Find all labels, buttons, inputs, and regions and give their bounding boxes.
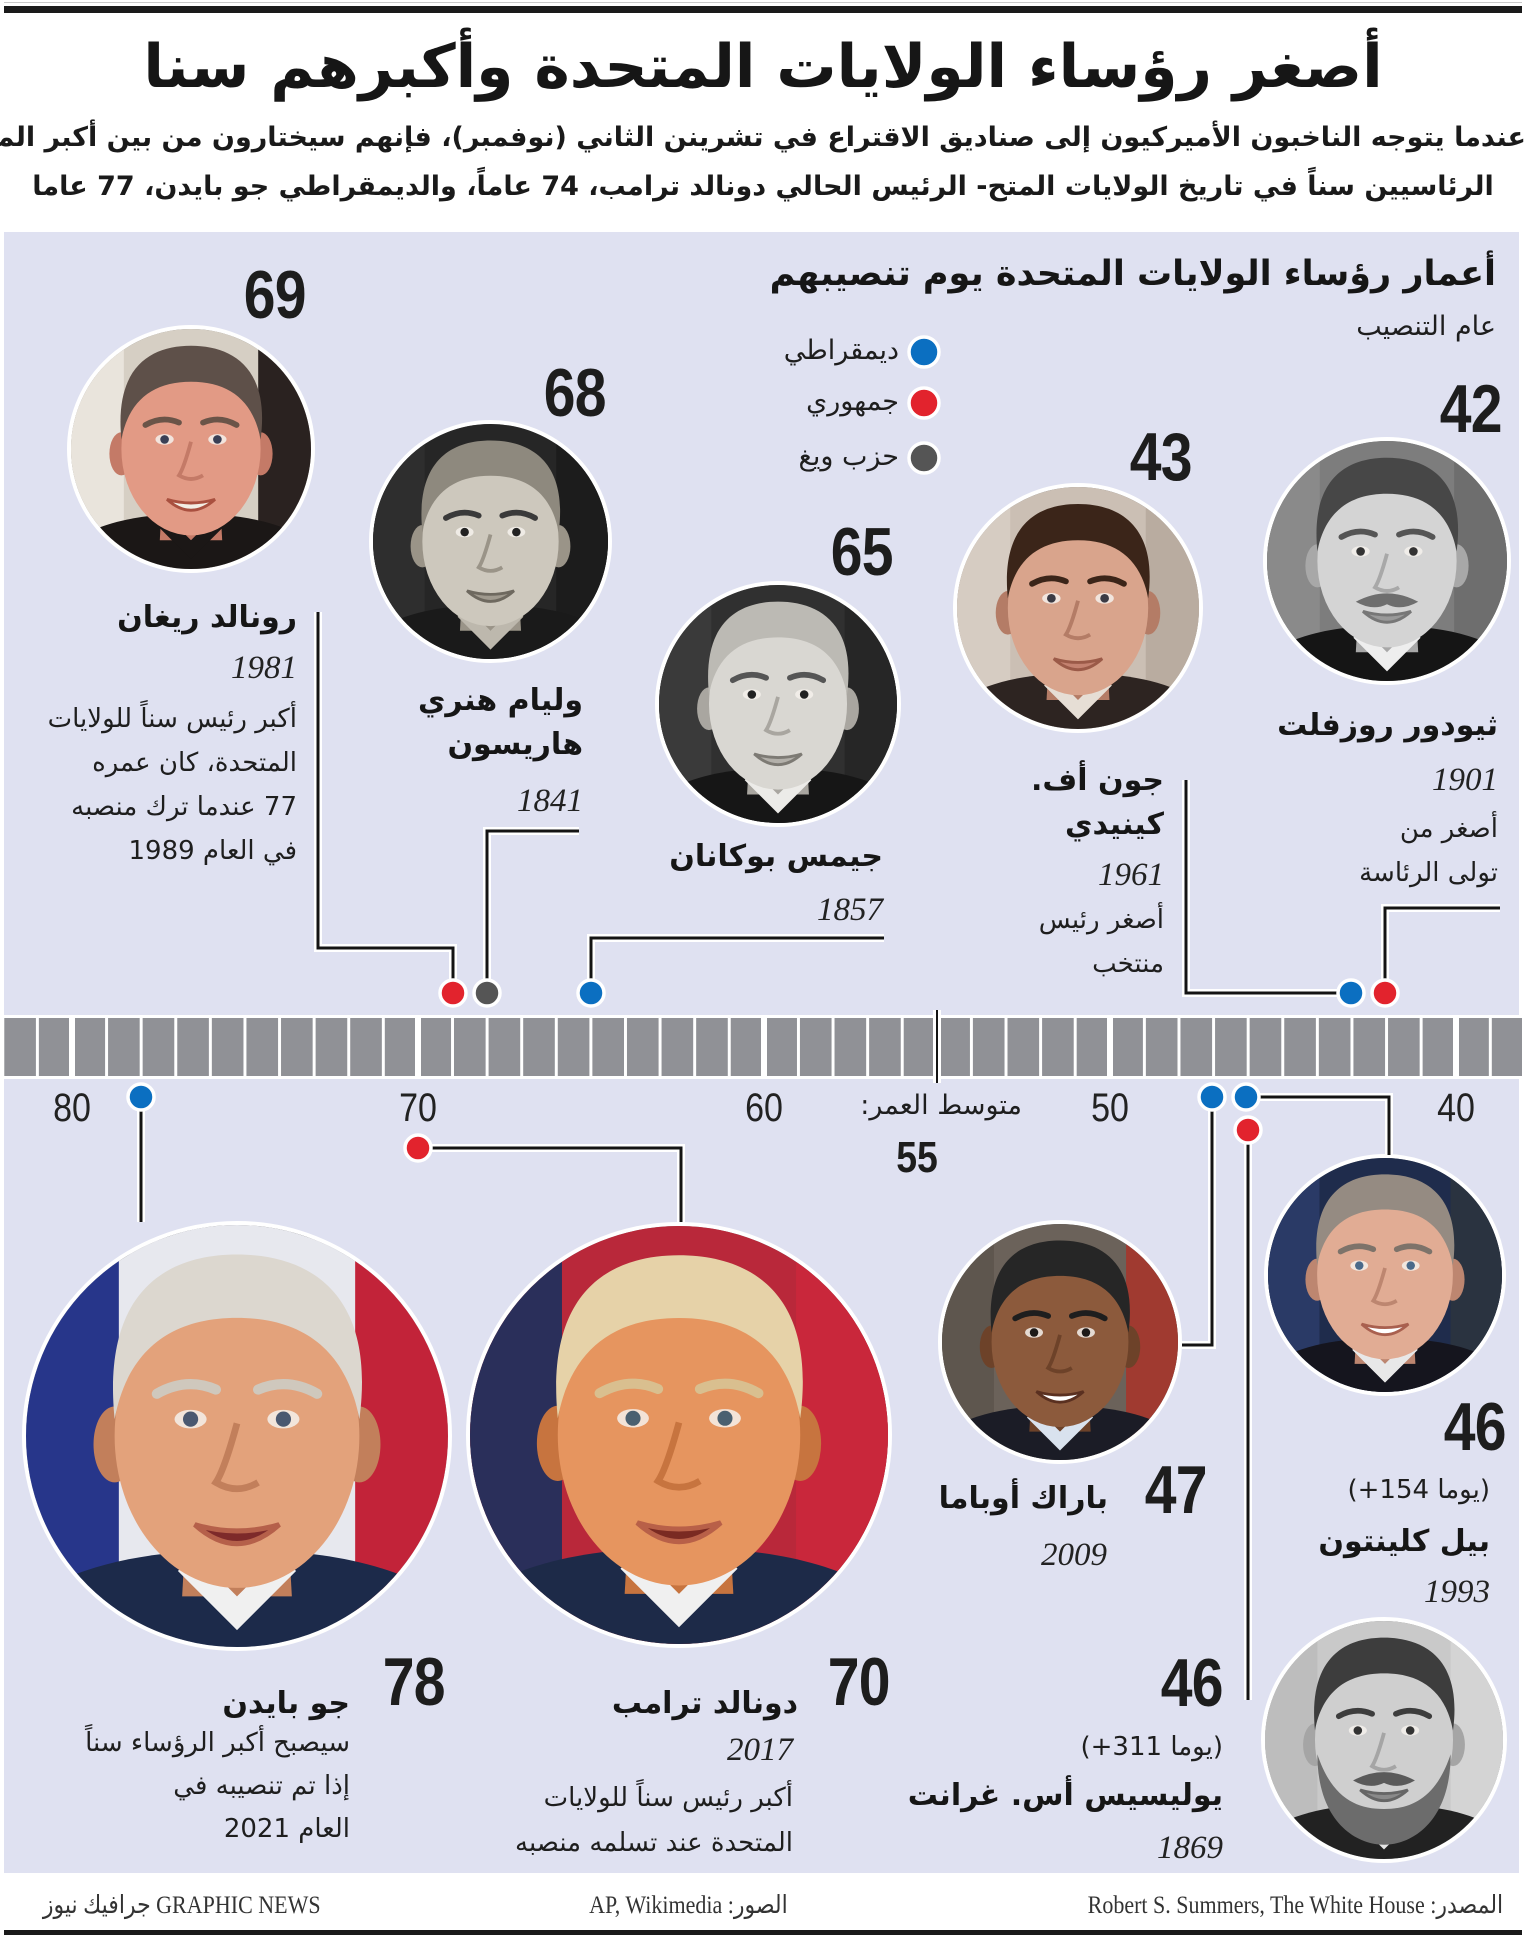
median-age-value: 55 bbox=[896, 1133, 938, 1182]
biden-portrait bbox=[22, 1221, 452, 1651]
inauguration-year: 2017 bbox=[727, 1732, 793, 1768]
note-line: أكبر رئيس سناً للولايات bbox=[543, 1783, 793, 1813]
inauguration-year: 1901 bbox=[1432, 762, 1498, 798]
name-line: جون أف. bbox=[1030, 763, 1164, 798]
roosevelt-portrait bbox=[1263, 437, 1511, 685]
roosevelt-portrait-image bbox=[1267, 441, 1507, 681]
page-title: أصغر رؤساء الولايات المتحدة وأكبرهم سنا bbox=[143, 32, 1383, 102]
axis-tick-40: 40 bbox=[1437, 1086, 1475, 1130]
president-name: جيمس بوكانان bbox=[669, 839, 883, 874]
president-name: بيل كلينتون bbox=[1318, 1524, 1490, 1559]
president-note: أكبر رئيس سناً للولايات المتحدة، كان عمر… bbox=[48, 697, 297, 873]
note-line: إذا تم تنصيبه في bbox=[173, 1771, 350, 1801]
age-value: 42 bbox=[1440, 371, 1503, 447]
age-value: 46 bbox=[1161, 1645, 1224, 1721]
axis-tick-70: 70 bbox=[399, 1086, 437, 1130]
chart-heading: أعمار رؤساء الولايات المتحدة يوم تنصيبهم bbox=[769, 254, 1496, 294]
inauguration-year: 1857 bbox=[817, 892, 883, 928]
age-value: 68 bbox=[544, 355, 607, 431]
note-line: في العام 1989 bbox=[128, 836, 297, 866]
age-value: 46 bbox=[1444, 1389, 1507, 1465]
president-name: وليام هنري هاريسون bbox=[418, 679, 583, 767]
top-thin-rule bbox=[4, 2, 1522, 3]
president-note: أصغر رئيس منتخب bbox=[1039, 898, 1164, 986]
legend-label-republican: جمهوري bbox=[806, 386, 899, 417]
president-note: أكبر رئيس سناً للولايات المتحدة عند تسلم… bbox=[515, 1776, 793, 1866]
tick-mark-50 bbox=[1107, 1018, 1113, 1076]
axis-tick-60: 60 bbox=[745, 1086, 783, 1130]
inauguration-year: 1981 bbox=[231, 650, 297, 686]
president-name: جو بايدن bbox=[222, 1686, 350, 1721]
note-line: سيصبح أكبر الرؤساء سناً bbox=[85, 1728, 350, 1758]
name-line: كينيدي bbox=[1064, 807, 1164, 842]
harrison-portrait bbox=[369, 420, 612, 663]
axis-tick-80: 80 bbox=[53, 1086, 91, 1130]
note-line: أصغر رئيس bbox=[1038, 905, 1164, 935]
harrison-portrait-image bbox=[373, 424, 608, 659]
note-line: المتحدة، كان عمره bbox=[92, 748, 297, 778]
president-name: ثيودور روزفلت bbox=[1277, 708, 1498, 743]
age-value: 47 bbox=[1145, 1452, 1208, 1528]
brand-credit: GRAPHIC NEWS جرافيك نيوز bbox=[43, 1892, 321, 1919]
note-line: المتحدة عند تسلمه منصبه bbox=[515, 1828, 793, 1858]
obama-portrait bbox=[938, 1220, 1182, 1464]
tick-mark-60 bbox=[761, 1018, 767, 1076]
reagan-portrait-image bbox=[71, 329, 311, 569]
legend-label-whig: حزب ويغ bbox=[798, 441, 899, 472]
president-name: باراك أوباما bbox=[938, 1481, 1108, 1516]
inauguration-year: 1869 bbox=[1157, 1830, 1223, 1866]
president-name: جون أف. كينيدي bbox=[1031, 759, 1164, 847]
inauguration-year: 1993 bbox=[1424, 1574, 1490, 1610]
name-line: هاريسون bbox=[447, 727, 583, 762]
trump-portrait bbox=[466, 1222, 892, 1648]
inauguration-year: 1961 bbox=[1098, 857, 1164, 893]
buchanan-portrait bbox=[655, 581, 901, 827]
extra-days: (+311 يوما) bbox=[1080, 1732, 1223, 1762]
age-value: 78 bbox=[383, 1644, 446, 1720]
subtitle-line-1: عندما يتوجه الناخبون الأميركيون إلى صناد… bbox=[0, 122, 1526, 153]
median-age-label: متوسط العمر: bbox=[860, 1090, 1022, 1121]
name-line: وليام هنري bbox=[417, 683, 583, 718]
inauguration-year: 1841 bbox=[517, 783, 583, 819]
subtitle-line-2: الرئاسيين سناً في تاريخ الولايات المتح- … bbox=[32, 171, 1494, 202]
grant-portrait-image bbox=[1265, 1621, 1503, 1859]
clinton-portrait-image bbox=[1268, 1158, 1502, 1392]
president-note: سيصبح أكبر الرؤساء سناً إذا تم تنصيبه في… bbox=[85, 1722, 350, 1851]
tick-mark-70 bbox=[415, 1018, 421, 1076]
note-line: منتخب bbox=[1092, 949, 1164, 979]
tick-mark-40 bbox=[1453, 1018, 1459, 1076]
president-name: رونالد ريغان bbox=[117, 600, 297, 635]
note-line: أصغر من bbox=[1399, 814, 1498, 844]
president-name: يوليسيس أس. غرانت bbox=[907, 1778, 1223, 1813]
source-credit: المصدر: Robert S. Summers, The White Hou… bbox=[1087, 1892, 1503, 1919]
legend-label-democrat: ديمقراطي bbox=[783, 335, 899, 366]
inauguration-year: 2009 bbox=[1041, 1537, 1107, 1573]
tick-mark-80 bbox=[69, 1018, 75, 1076]
clinton-portrait bbox=[1264, 1154, 1506, 1396]
grant-portrait bbox=[1261, 1617, 1507, 1863]
president-note: أصغر من تولى الرئاسة bbox=[1359, 807, 1498, 895]
reagan-portrait bbox=[67, 325, 315, 573]
top-rule bbox=[4, 6, 1522, 13]
age-value: 43 bbox=[1130, 419, 1193, 495]
age-value: 69 bbox=[244, 257, 307, 333]
buchanan-portrait-image bbox=[659, 585, 897, 823]
age-value: 70 bbox=[828, 1644, 891, 1720]
photo-credit: الصور: AP, Wikimedia bbox=[589, 1892, 788, 1919]
kennedy-portrait-image bbox=[957, 487, 1199, 729]
biden-portrait-image bbox=[26, 1225, 448, 1647]
note-line: تولى الرئاسة bbox=[1359, 858, 1498, 888]
trump-portrait-image bbox=[470, 1226, 888, 1644]
inauguration-year-label: عام التنصيب bbox=[1356, 311, 1496, 342]
note-line: أكبر رئيس سناً للولايات bbox=[47, 704, 297, 734]
bottom-rule bbox=[4, 1930, 1522, 1935]
extra-days: (+154 يوما) bbox=[1347, 1475, 1490, 1505]
president-name: دونالد ترامب bbox=[611, 1686, 798, 1721]
age-value: 65 bbox=[831, 514, 894, 590]
kennedy-portrait bbox=[953, 483, 1203, 733]
axis-tick-50: 50 bbox=[1091, 1086, 1129, 1130]
note-line: 77 عندما ترك منصبه bbox=[71, 792, 297, 822]
note-line: العام 2021 bbox=[223, 1814, 350, 1844]
obama-portrait-image bbox=[942, 1224, 1178, 1460]
